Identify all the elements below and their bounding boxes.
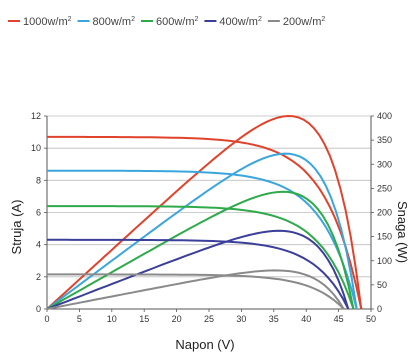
x-axis-label: Napon (V) (175, 337, 234, 352)
legend-unit-superscript: 2 (195, 16, 199, 23)
x-tick-label: 20 (172, 314, 182, 324)
y2-axis-label: Snaga (W) (395, 201, 409, 263)
y-axis-label: Struja (A) (9, 200, 24, 255)
iv-curve-4 (47, 273, 345, 310)
series-curves (46, 114, 363, 310)
legend-unit-superscript: 2 (321, 16, 325, 23)
y-tick-label: 8 (36, 175, 41, 185)
y2-tick-label: 350 (377, 135, 392, 145)
x-tick-label: 0 (44, 314, 49, 324)
iv-curve-3 (47, 238, 350, 310)
y2-axis-ticks: 0 50 100 150 200 250 300 350 400 (371, 111, 392, 314)
x-tick-label: 40 (301, 314, 311, 324)
x-tick-label: 5 (77, 314, 82, 324)
y2-tick-label: 50 (377, 280, 387, 290)
y2-tick-label: 0 (377, 304, 382, 314)
x-axis-ticks: 0 5 10 15 20 25 30 35 40 45 50 (44, 309, 376, 324)
x-tick-label: 15 (139, 314, 149, 324)
x-tick-label: 50 (366, 314, 376, 324)
legend-unit-superscript: 2 (131, 16, 135, 23)
y2-tick-label: 400 (377, 111, 392, 121)
x-tick-label: 45 (334, 314, 344, 324)
x-tick-label: 35 (269, 314, 279, 324)
power-curve-1 (46, 152, 358, 310)
y-tick-label: 2 (36, 272, 41, 282)
power-curve-3 (46, 229, 350, 310)
legend-label: 800w/m2 (93, 16, 136, 28)
legend-unit-superscript: 2 (68, 16, 72, 23)
y2-tick-label: 100 (377, 256, 392, 266)
power-curve-0 (46, 114, 363, 310)
y2-tick-label: 300 (377, 159, 392, 169)
y2-tick-label: 150 (377, 232, 392, 242)
y-tick-label: 4 (36, 240, 41, 250)
legend-label: 400w/m2 (219, 16, 262, 28)
iv-curve-2 (47, 205, 355, 310)
x-tick-label: 30 (236, 314, 246, 324)
legend-label: 600w/m2 (156, 16, 199, 28)
gridlines (47, 115, 371, 278)
legend-label: 200w/m2 (283, 16, 326, 28)
iv-curve-1 (47, 169, 358, 310)
legend-label: 1000w/m2 (23, 16, 72, 28)
x-tick-label: 10 (107, 314, 117, 324)
y-tick-label: 12 (31, 111, 41, 121)
legend: 1000w/m2 800w/m2 600w/m2 400w/m2 200w/m2 (8, 16, 325, 28)
y-axis-ticks: 0 2 4 6 8 10 12 (31, 111, 47, 314)
y2-tick-label: 250 (377, 183, 392, 193)
y-tick-label: 0 (36, 304, 41, 314)
power-curve-4 (46, 269, 345, 310)
x-tick-label: 25 (204, 314, 214, 324)
legend-unit-superscript: 2 (258, 16, 262, 23)
power-curve-2 (46, 190, 355, 310)
y2-tick-label: 200 (377, 208, 392, 218)
y-tick-label: 10 (31, 143, 41, 153)
iv-curve-0 (47, 135, 363, 310)
y-tick-label: 6 (36, 208, 41, 218)
